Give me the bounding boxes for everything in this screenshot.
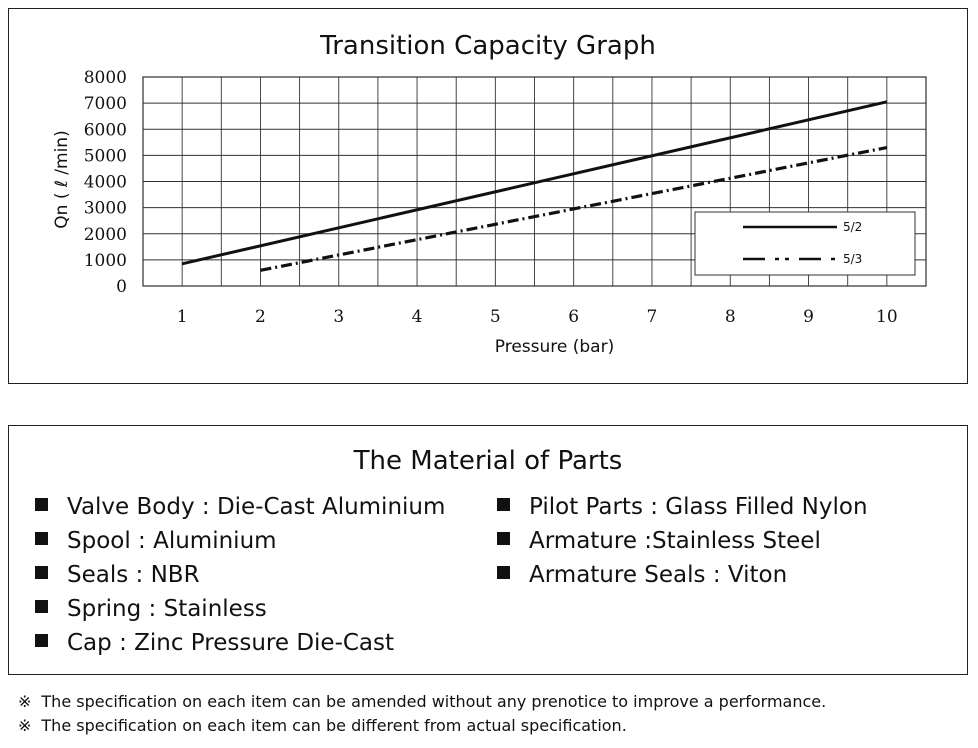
- material-label: Armature :Stainless Steel: [529, 528, 821, 554]
- x-axis-label: Pressure (bar): [495, 337, 614, 357]
- square-bullet-icon: [35, 532, 48, 545]
- material-label: Spool : Aluminium: [67, 528, 277, 554]
- y-tick-label: 7000: [84, 94, 127, 114]
- y-tick-label: 4000: [84, 173, 127, 193]
- x-tick-label: 9: [803, 307, 814, 327]
- note-line: ※ The specification on each item can be d…: [18, 714, 826, 738]
- x-tick-label: 1: [177, 307, 188, 327]
- x-tick-label: 10: [876, 307, 898, 327]
- legend-box: [694, 211, 916, 276]
- material-item: Spring : Stainless: [35, 592, 445, 626]
- x-tick-label: 4: [412, 307, 423, 327]
- material-label: Seals : NBR: [67, 562, 200, 588]
- legend-label: 5/2: [843, 220, 862, 234]
- x-tick-label: 6: [568, 307, 579, 327]
- note-line: ※ The specification on each item can be a…: [18, 690, 826, 714]
- y-tick-label: 1000: [84, 251, 127, 271]
- reference-mark: ※: [18, 692, 32, 711]
- material-label: Cap : Zinc Pressure Die-Cast: [67, 630, 395, 656]
- y-tick-label: 2000: [84, 225, 127, 245]
- material-item: Armature :Stainless Steel: [497, 524, 868, 558]
- material-label: Pilot Parts : Glass Filled Nylon: [529, 494, 868, 520]
- y-tick-label: 0: [116, 277, 127, 297]
- materials-title: The Material of Parts: [353, 446, 623, 476]
- x-tick-label: 2: [255, 307, 266, 327]
- material-item: Valve Body : Die-Cast Aluminium: [35, 490, 445, 524]
- material-item: Seals : NBR: [35, 558, 445, 592]
- y-tick-label: 6000: [84, 120, 127, 140]
- material-item: Pilot Parts : Glass Filled Nylon: [497, 490, 868, 524]
- note-text: The specification on each item can be di…: [41, 716, 627, 735]
- legend-label: 5/3: [843, 252, 862, 266]
- x-tick-label: 3: [333, 307, 344, 327]
- y-tick-label: 5000: [84, 146, 127, 166]
- square-bullet-icon: [497, 498, 510, 511]
- materials-left-column: Valve Body : Die-Cast Aluminium Spool : …: [35, 490, 445, 660]
- material-label: Armature Seals : Viton: [529, 562, 788, 588]
- series-line-1: [181, 100, 888, 266]
- square-bullet-icon: [35, 498, 48, 511]
- material-item: Cap : Zinc Pressure Die-Cast: [35, 626, 445, 660]
- square-bullet-icon: [497, 532, 510, 545]
- material-item: Armature Seals : Viton: [497, 558, 868, 592]
- reference-mark: ※: [18, 716, 32, 735]
- x-tick-label: 7: [647, 307, 658, 327]
- chart-title: Transition Capacity Graph: [320, 31, 656, 61]
- square-bullet-icon: [35, 566, 48, 579]
- square-bullet-icon: [35, 634, 48, 647]
- x-tick-label: 5: [490, 307, 501, 327]
- notes: ※ The specification on each item can be a…: [18, 690, 826, 738]
- y-tick-label: 3000: [84, 199, 127, 219]
- y-axis-label: Qn ( ℓ /min): [52, 130, 72, 228]
- materials-panel: The Material of Parts Valve Body : Die-C…: [8, 425, 968, 675]
- square-bullet-icon: [35, 600, 48, 613]
- square-bullet-icon: [497, 566, 510, 579]
- y-tick-label: 8000: [84, 68, 127, 88]
- capacity-chart: 0 1000 2000 3000 4000 5000 6000 7000 8000 1 2 3 4 5 6 7…: [52, 68, 927, 357]
- series-line-2: [260, 145, 888, 272]
- x-tick-label: 8: [725, 307, 736, 327]
- material-item: Spool : Aluminium: [35, 524, 445, 558]
- materials-right-column: Pilot Parts : Glass Filled Nylon Armatur…: [497, 490, 868, 592]
- chart-panel: 0 1000 2000 3000 4000 5000 6000 7000 8000 1 2 3 4 5 6 7…: [8, 8, 968, 384]
- material-label: Valve Body : Die-Cast Aluminium: [67, 494, 446, 520]
- note-text: The specification on each item can be am…: [41, 692, 827, 711]
- material-label: Spring : Stainless: [67, 596, 267, 622]
